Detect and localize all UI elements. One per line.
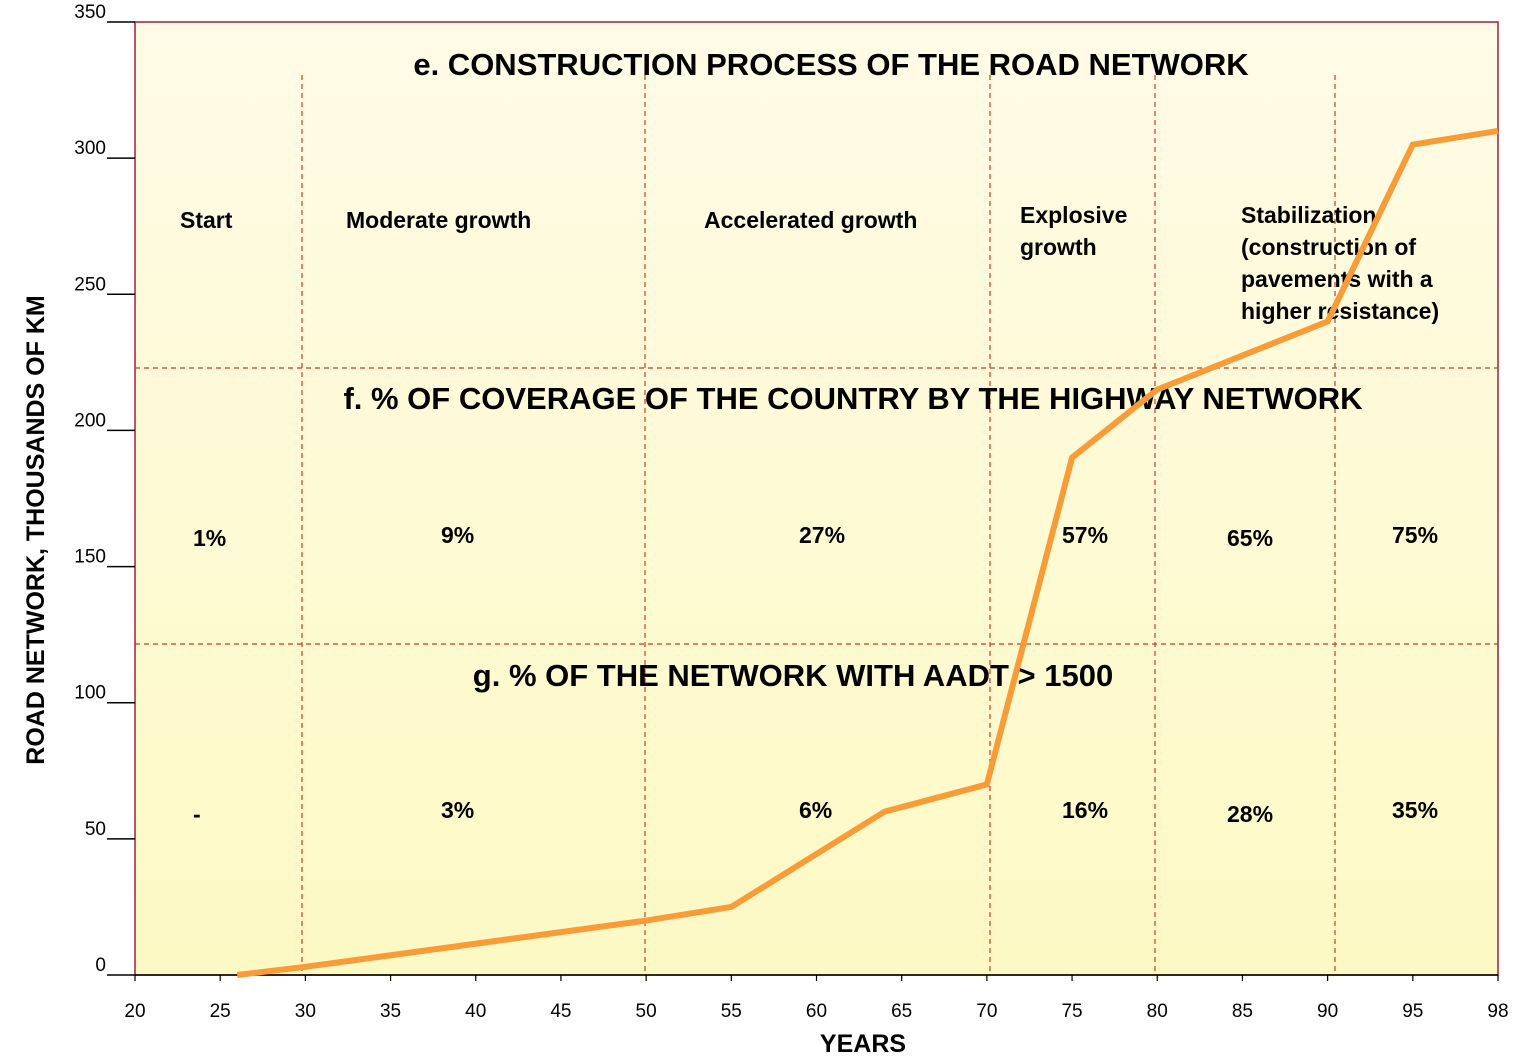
phase-label: 65% bbox=[1227, 525, 1273, 551]
phase-label: 16% bbox=[1062, 797, 1108, 823]
x-tick-label: 40 bbox=[465, 1001, 486, 1022]
x-tick-label: 25 bbox=[210, 1001, 231, 1022]
y-axis-title: ROAD NETWORK, THOUSANDS OF KM bbox=[22, 295, 50, 764]
section-title: g. % OF THE NETWORK WITH AADT > 1500 bbox=[473, 658, 1113, 693]
phase-label: - bbox=[193, 801, 201, 827]
y-tick-label: 200 bbox=[74, 410, 106, 431]
x-tick-label: 80 bbox=[1147, 1001, 1168, 1022]
y-tick-label: 50 bbox=[85, 819, 106, 840]
phase-label: Stabilization bbox=[1241, 202, 1376, 228]
phase-label: 57% bbox=[1062, 522, 1108, 548]
x-tick-label: 55 bbox=[721, 1001, 742, 1022]
section-title: f. % OF COVERAGE OF THE COUNTRY BY THE H… bbox=[343, 381, 1363, 416]
x-tick-label: 20 bbox=[124, 1001, 145, 1022]
x-tick-label: 98 bbox=[1487, 1001, 1508, 1022]
y-tick-label: 350 bbox=[74, 2, 106, 23]
plot-area bbox=[134, 21, 1499, 976]
y-tick-label: 150 bbox=[74, 547, 106, 568]
phase-label: 6% bbox=[799, 797, 832, 823]
x-tick-label: 60 bbox=[806, 1001, 827, 1022]
phase-label: growth bbox=[1020, 234, 1097, 260]
x-tick-label: 90 bbox=[1317, 1001, 1338, 1022]
phase-label: (construction of bbox=[1241, 234, 1416, 260]
phase-label: 9% bbox=[441, 522, 474, 548]
x-tick-label: 30 bbox=[295, 1001, 316, 1022]
dividers bbox=[135, 75, 1498, 975]
y-tick-label: 0 bbox=[95, 955, 106, 976]
x-tick-label: 35 bbox=[380, 1001, 401, 1022]
phase-label: 35% bbox=[1392, 797, 1438, 823]
x-tick-label: 45 bbox=[550, 1001, 571, 1022]
phase-label: 28% bbox=[1227, 801, 1273, 827]
phase-label: pavements with a bbox=[1241, 266, 1433, 292]
phase-label: 75% bbox=[1392, 522, 1438, 548]
x-tick-label: 50 bbox=[636, 1001, 657, 1022]
x-tick-label: 65 bbox=[891, 1001, 912, 1022]
phase-label: 1% bbox=[193, 525, 226, 551]
x-axis-title: YEARS bbox=[820, 1030, 906, 1055]
phase-label: 3% bbox=[441, 797, 474, 823]
y-tick-label: 300 bbox=[74, 138, 106, 159]
phase-label: Start bbox=[180, 207, 233, 233]
phase-label: Moderate growth bbox=[346, 207, 531, 233]
phase-label: Explosive bbox=[1020, 202, 1127, 228]
data-line bbox=[236, 127, 1499, 978]
x-tick-label: 75 bbox=[1061, 1001, 1082, 1022]
phase-label: 27% bbox=[799, 522, 845, 548]
section-title: e. CONSTRUCTION PROCESS OF THE ROAD NETW… bbox=[413, 47, 1249, 82]
phase-label: Accelerated growth bbox=[704, 207, 917, 233]
x-tick-label: 85 bbox=[1232, 1001, 1253, 1022]
y-tick-label: 100 bbox=[74, 683, 106, 704]
x-tick-label: 95 bbox=[1402, 1001, 1423, 1022]
x-tick-label: 70 bbox=[976, 1001, 997, 1022]
y-tick-label: 250 bbox=[74, 274, 106, 295]
